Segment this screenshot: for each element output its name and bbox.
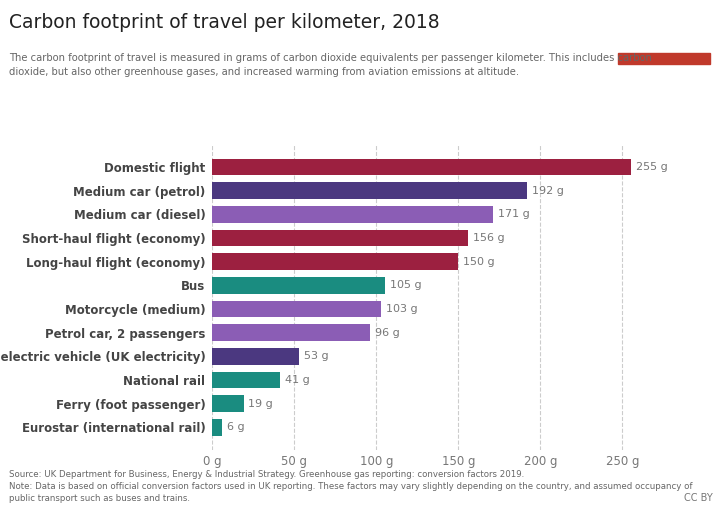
Text: 41 g: 41 g	[284, 375, 310, 385]
Bar	[212, 348, 300, 365]
Bar	[212, 158, 631, 175]
Text: 156 g: 156 g	[473, 233, 505, 243]
Bar	[618, 53, 710, 64]
Text: 255 g: 255 g	[636, 162, 667, 172]
Bar	[212, 372, 279, 388]
Text: 6 g: 6 g	[227, 423, 245, 432]
Text: 192 g: 192 g	[532, 185, 564, 196]
Bar	[212, 301, 382, 318]
Text: 171 g: 171 g	[498, 209, 529, 219]
Bar	[212, 182, 527, 199]
Bar	[212, 277, 384, 294]
Text: Our World: Our World	[634, 19, 693, 29]
Text: CC BY: CC BY	[684, 493, 713, 503]
Bar	[212, 325, 370, 341]
Bar	[212, 230, 468, 246]
Text: 103 g: 103 g	[386, 304, 418, 314]
Text: Carbon footprint of travel per kilometer, 2018: Carbon footprint of travel per kilometer…	[9, 13, 440, 31]
Text: Source: UK Department for Business, Energy & Industrial Strategy. Greenhouse gas: Source: UK Department for Business, Ener…	[9, 470, 693, 503]
Text: 105 g: 105 g	[390, 280, 421, 291]
Text: 19 g: 19 g	[248, 399, 273, 409]
Text: 96 g: 96 g	[374, 328, 400, 338]
Bar	[212, 206, 492, 223]
Bar	[212, 395, 243, 412]
Bar	[212, 253, 459, 270]
Bar	[212, 419, 222, 436]
Text: 53 g: 53 g	[305, 352, 329, 361]
Text: The carbon footprint of travel is measured in grams of carbon dioxide equivalent: The carbon footprint of travel is measur…	[9, 53, 652, 77]
Text: in Data: in Data	[642, 37, 685, 47]
Text: 150 g: 150 g	[464, 257, 495, 267]
